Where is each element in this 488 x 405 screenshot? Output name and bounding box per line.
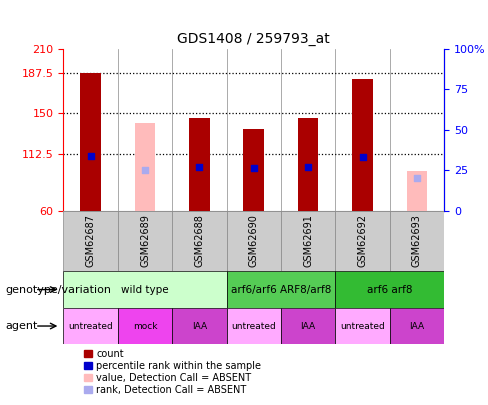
Text: GSM62691: GSM62691 xyxy=(303,215,313,267)
Text: arf6/arf6 ARF8/arf8: arf6/arf6 ARF8/arf8 xyxy=(231,285,331,294)
Text: GSM62692: GSM62692 xyxy=(358,215,367,267)
Bar xyxy=(189,118,210,211)
Bar xyxy=(118,211,172,271)
Bar xyxy=(281,211,335,271)
Text: GSM62688: GSM62688 xyxy=(194,215,204,267)
Bar xyxy=(390,308,444,344)
Bar xyxy=(281,308,335,344)
Point xyxy=(196,164,203,170)
Title: GDS1408 / 259793_at: GDS1408 / 259793_at xyxy=(177,32,330,46)
Point xyxy=(413,175,421,181)
Point xyxy=(141,167,149,173)
Point xyxy=(87,152,95,159)
Bar xyxy=(63,308,118,344)
Bar xyxy=(63,271,226,308)
Point xyxy=(250,165,258,172)
Bar xyxy=(172,308,226,344)
Text: arf6 arf8: arf6 arf8 xyxy=(367,285,412,294)
Bar xyxy=(226,271,335,308)
Bar xyxy=(335,271,444,308)
Text: GSM62690: GSM62690 xyxy=(249,215,259,267)
Text: genotype/variation: genotype/variation xyxy=(5,285,111,294)
Text: GSM62687: GSM62687 xyxy=(85,215,96,267)
Bar xyxy=(172,211,226,271)
Text: IAA: IAA xyxy=(192,322,207,330)
Legend: count, percentile rank within the sample, value, Detection Call = ABSENT, rank, : count, percentile rank within the sample… xyxy=(84,349,261,395)
Bar xyxy=(244,128,264,211)
Text: wild type: wild type xyxy=(121,285,169,294)
Bar xyxy=(226,211,281,271)
Bar xyxy=(335,308,390,344)
Bar xyxy=(63,211,118,271)
Bar xyxy=(407,171,427,211)
Text: untreated: untreated xyxy=(68,322,113,330)
Bar xyxy=(118,308,172,344)
Bar xyxy=(335,211,390,271)
Bar xyxy=(81,73,101,211)
Text: GSM62693: GSM62693 xyxy=(412,215,422,267)
Text: IAA: IAA xyxy=(409,322,425,330)
Bar xyxy=(352,79,373,211)
Text: agent: agent xyxy=(5,321,37,331)
Bar xyxy=(390,211,444,271)
Point xyxy=(359,154,366,160)
Text: mock: mock xyxy=(133,322,157,330)
Bar xyxy=(135,123,155,211)
Text: untreated: untreated xyxy=(231,322,276,330)
Bar xyxy=(226,308,281,344)
Text: untreated: untreated xyxy=(340,322,385,330)
Text: GSM62689: GSM62689 xyxy=(140,215,150,267)
Bar xyxy=(298,118,319,211)
Text: IAA: IAA xyxy=(301,322,316,330)
Point xyxy=(304,164,312,170)
